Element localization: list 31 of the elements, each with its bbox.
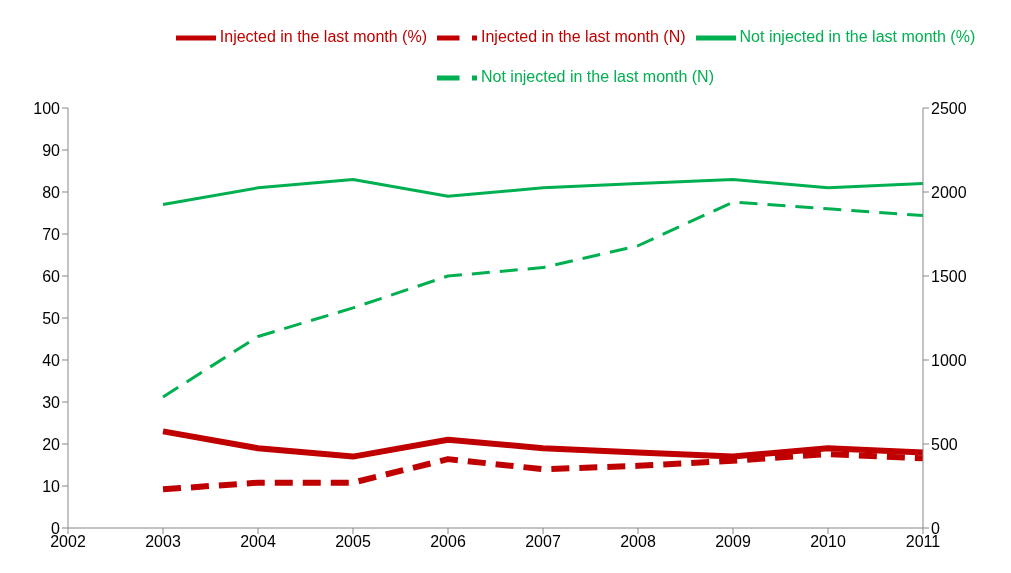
line-series: [161, 200, 925, 399]
y-tick-label: 80: [42, 183, 61, 201]
x-tick-label: 2007: [525, 533, 561, 551]
y-tick-label: 90: [42, 141, 61, 159]
legend-label: Injected in the last month (N): [481, 28, 686, 46]
legend-label: Not injected in the last month (N): [481, 68, 714, 86]
legend-label: Not injected in the last month (%): [739, 28, 976, 46]
y-tick-label: 30: [42, 393, 61, 411]
y2-tick-label: 2500: [931, 99, 967, 117]
y-tick-label: 60: [42, 267, 61, 285]
x-tick-label: 2005: [335, 533, 371, 551]
y-tick-label: 40: [42, 351, 61, 369]
y2-tick-label: 500: [931, 435, 958, 453]
x-tick-label: 2006: [430, 533, 466, 551]
x-tick-label: 2011: [905, 533, 941, 551]
x-tick-label: 2008: [620, 533, 656, 551]
y-tick-label: 100: [33, 99, 61, 117]
x-tick-label: 2004: [240, 533, 276, 551]
y2-tick-label: 2000: [931, 183, 967, 201]
x-tick-label: 2002: [50, 533, 86, 551]
x-tick-label: 2003: [145, 533, 181, 551]
y2-tick-label: 1500: [931, 267, 967, 285]
y-tick-label: 70: [42, 225, 61, 243]
x-tick-label: 2010: [810, 533, 846, 551]
x-tick-label: 2009: [715, 533, 751, 551]
legend-label: Injected in the last month (%): [219, 28, 427, 46]
line-series: [161, 177, 925, 207]
y-tick-label: 20: [42, 435, 61, 453]
y-tick-label: 50: [42, 309, 61, 327]
y-tick-label: 10: [42, 477, 61, 495]
y2-tick-label: 1000: [931, 351, 967, 369]
